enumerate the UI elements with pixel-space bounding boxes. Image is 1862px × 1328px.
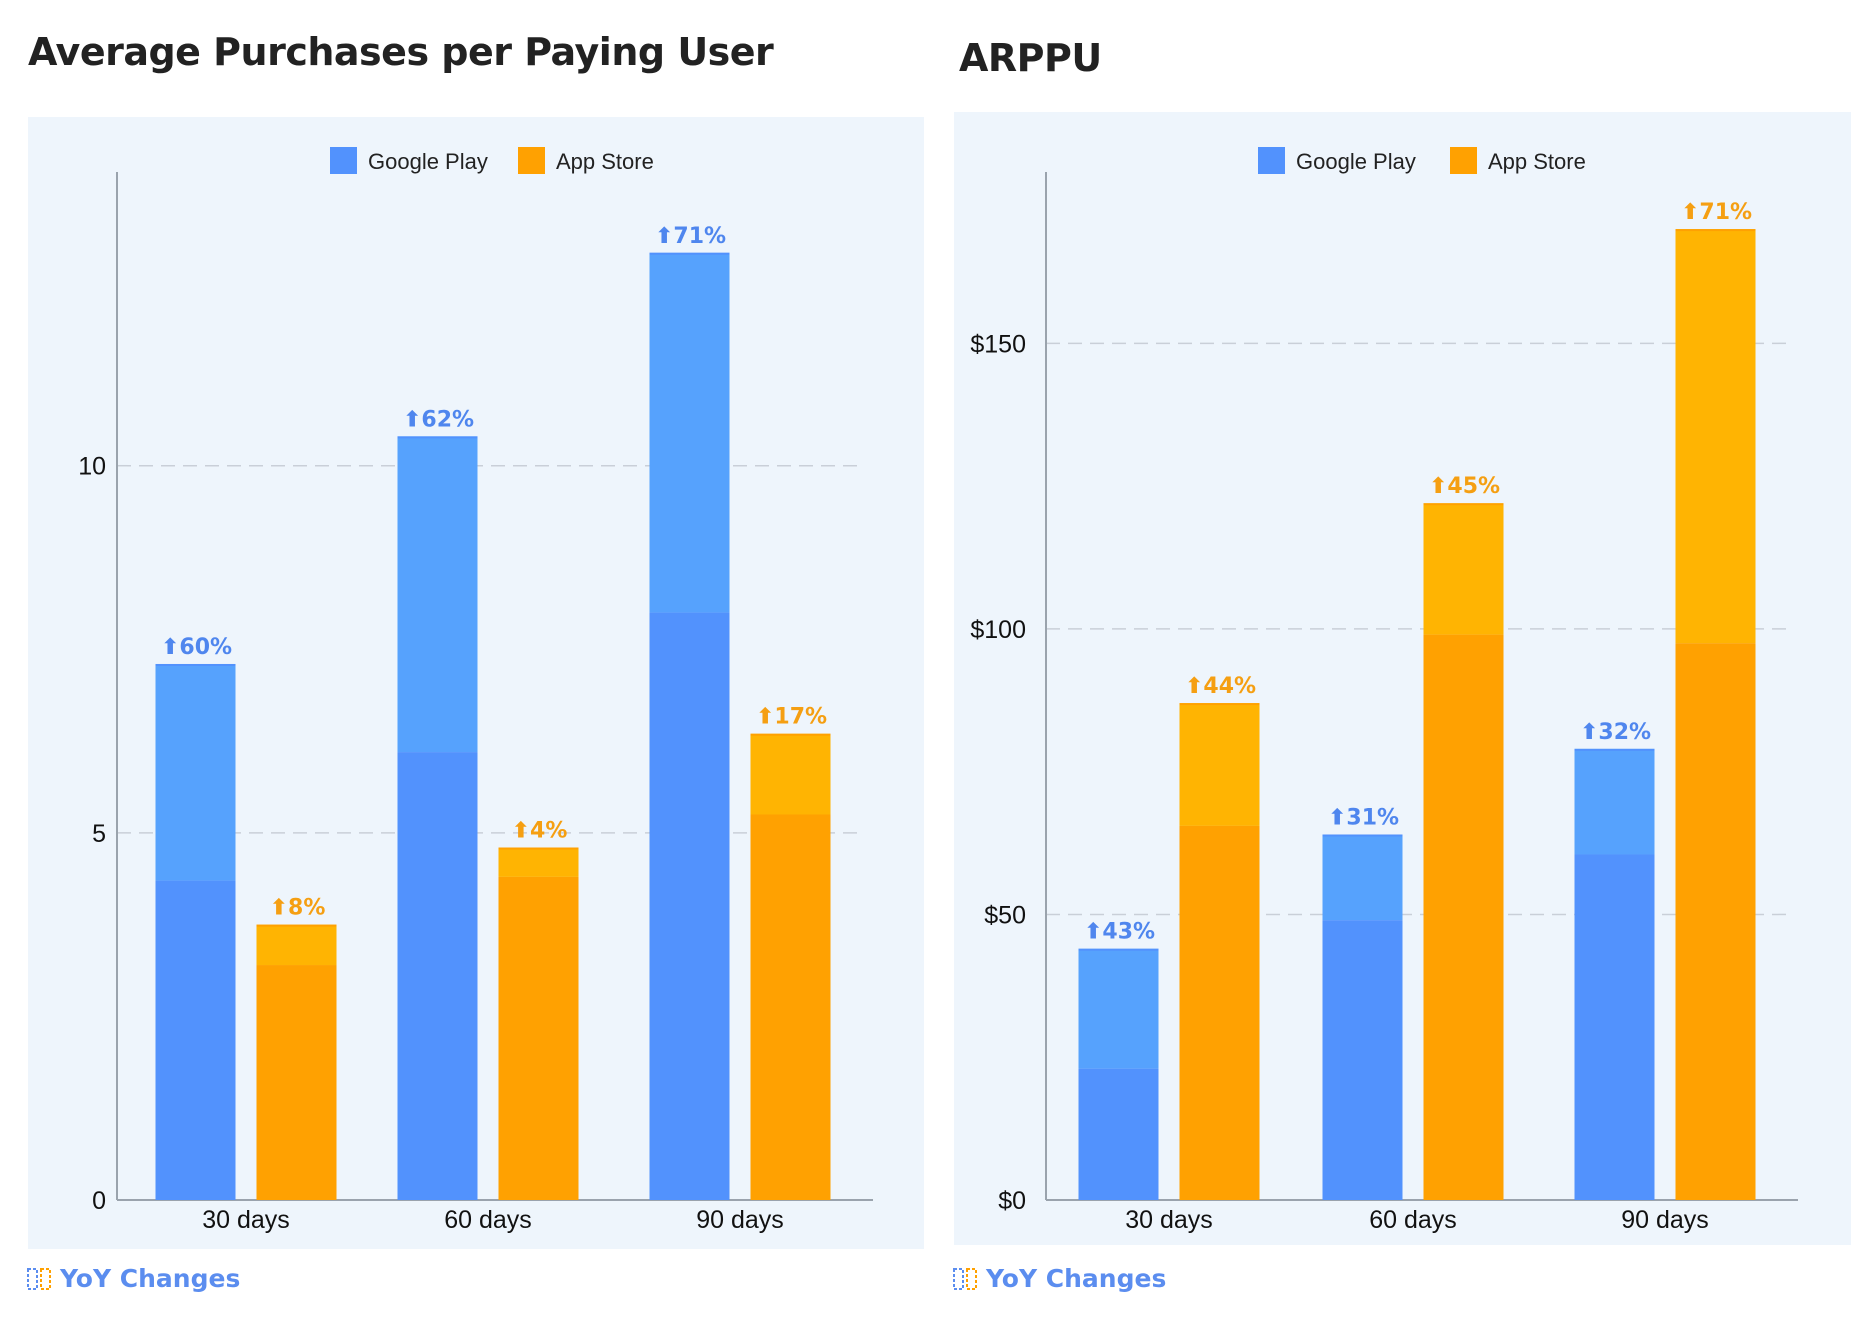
y-tick-label: 5: [92, 820, 106, 848]
change-label-google-play: ⬆62%: [403, 407, 474, 432]
yoy-changes-label: YoY Changes: [986, 1264, 1167, 1293]
x-tick-label: 60 days: [1369, 1206, 1457, 1234]
bar-google-play-previous[interactable]: [397, 752, 478, 1200]
change-label-app-store: ⬆71%: [1681, 200, 1752, 225]
legend-label: Google Play: [368, 149, 488, 174]
y-tick-label: $150: [970, 330, 1026, 358]
yoy-changes-icon: [27, 1267, 51, 1290]
x-tick-label: 90 days: [1621, 1206, 1709, 1234]
legend-swatch-app-store: [1450, 147, 1477, 174]
change-label-google-play: ⬆43%: [1084, 920, 1155, 945]
y-tick-label: 0: [92, 1187, 106, 1215]
bar-app-store-previous[interactable]: [1675, 643, 1756, 1200]
legend-label: Google Play: [1296, 149, 1416, 174]
bar-app-store-growth[interactable]: [1179, 703, 1260, 826]
legend-swatch-google-play: [330, 147, 357, 174]
change-label-app-store: ⬆17%: [756, 705, 827, 730]
bar-app-store-growth[interactable]: [1423, 503, 1504, 635]
chart-title-purchases: Average Purchases per Paying User: [28, 30, 774, 74]
legend-swatch-google-play: [1258, 147, 1285, 174]
bar-google-play-previous[interactable]: [1322, 920, 1403, 1200]
chart-panel-purchases: 0 5 10 Google Play App Store ⬆60% ⬆8% 30 days ⬆6…: [28, 117, 924, 1249]
y-tick-label: $100: [970, 616, 1026, 644]
bar-google-play-growth[interactable]: [649, 252, 730, 613]
bar-google-play-growth[interactable]: [155, 663, 236, 881]
bar-app-store-previous[interactable]: [750, 814, 831, 1201]
y-tick-label: $0: [998, 1187, 1026, 1215]
change-label-app-store: ⬆44%: [1185, 674, 1256, 699]
change-label-app-store: ⬆8%: [270, 896, 326, 921]
legend-label: App Store: [556, 149, 654, 174]
yoy-changes-label: YoY Changes: [60, 1264, 241, 1293]
x-tick-label: 60 days: [444, 1206, 532, 1234]
y-tick-label: $50: [984, 901, 1026, 929]
bar-google-play-growth[interactable]: [1078, 948, 1159, 1069]
bar-app-store-previous[interactable]: [1423, 634, 1504, 1200]
change-label-app-store: ⬆45%: [1429, 474, 1500, 499]
x-tick-label: 90 days: [696, 1206, 784, 1234]
chart-purchases: 0 5 10 Google Play App Store ⬆60% ⬆8% 30 days ⬆6…: [78, 147, 873, 1234]
x-tick-label: 30 days: [202, 1206, 290, 1234]
chart-arppu: $0 $50 $100 $150 Google Play App Store ⬆43% ⬆44…: [970, 147, 1798, 1234]
bar-app-store-previous[interactable]: [1179, 825, 1260, 1200]
legend-swatch-app-store: [518, 147, 545, 174]
bar-app-store-previous[interactable]: [498, 876, 579, 1200]
change-label-app-store: ⬆4%: [512, 819, 568, 844]
chart-panel-arppu: $0 $50 $100 $150 Google Play App Store ⬆43% ⬆44…: [954, 112, 1851, 1245]
change-label-google-play: ⬆32%: [1580, 720, 1651, 745]
bar-app-store-growth[interactable]: [256, 924, 337, 966]
bar-google-play-previous[interactable]: [649, 612, 730, 1200]
yoy-changes-link-purchases[interactable]: YoY Changes: [26, 1264, 240, 1293]
bar-google-play-growth[interactable]: [1574, 748, 1655, 855]
chart-title-arppu: ARPPU: [959, 36, 1102, 80]
x-tick-label: 30 days: [1125, 1206, 1213, 1234]
bar-app-store-previous[interactable]: [256, 965, 337, 1200]
change-label-google-play: ⬆31%: [1328, 805, 1399, 830]
bar-app-store-growth[interactable]: [498, 847, 579, 877]
y-tick-label: 10: [78, 453, 106, 481]
change-label-google-play: ⬆60%: [161, 635, 232, 660]
bar-google-play-growth[interactable]: [397, 436, 478, 753]
yoy-changes-link-arppu[interactable]: YoY Changes: [952, 1264, 1166, 1293]
legend-label: App Store: [1488, 149, 1586, 174]
bar-google-play-previous[interactable]: [1574, 854, 1655, 1200]
yoy-changes-icon: [953, 1267, 977, 1290]
change-label-google-play: ⬆71%: [655, 224, 726, 249]
bar-google-play-growth[interactable]: [1322, 834, 1403, 921]
bar-google-play-previous[interactable]: [155, 880, 236, 1200]
bar-google-play-previous[interactable]: [1078, 1068, 1159, 1200]
bar-app-store-growth[interactable]: [750, 733, 831, 815]
bar-app-store-growth[interactable]: [1675, 229, 1756, 644]
